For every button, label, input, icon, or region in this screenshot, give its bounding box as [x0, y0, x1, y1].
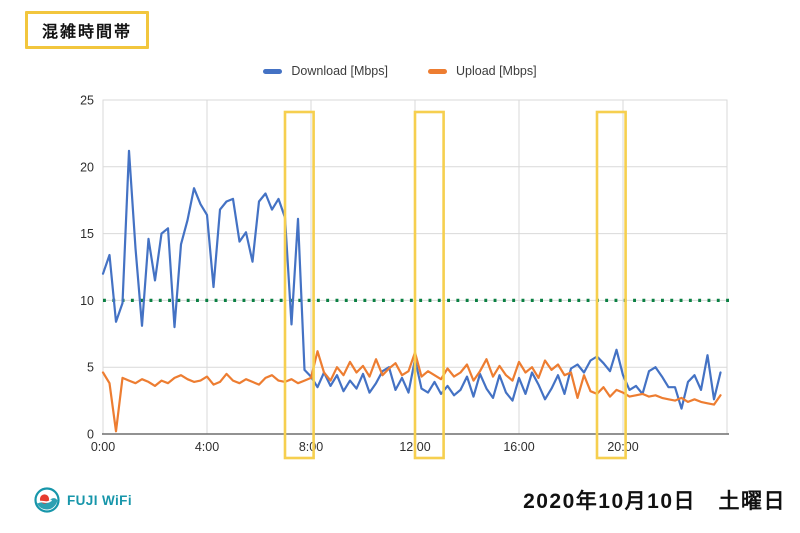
upload-line-marker-icon [427, 68, 447, 74]
x-axis-tick-label: 16:00 [503, 440, 534, 454]
x-axis-tick-label: 0:00 [91, 440, 115, 454]
page-title: 混雑時間帯 [42, 24, 133, 41]
y-axis-tick-label: 5 [87, 361, 94, 375]
fuji-wifi-logo-icon [34, 487, 60, 513]
x-axis-tick-label: 20:00 [607, 440, 638, 454]
legend-label-download: Download [Mbps] [291, 64, 388, 78]
upload-series-line [101, 350, 722, 433]
y-axis-tick-label: 10 [80, 294, 94, 308]
x-axis-tick-label: 4:00 [195, 440, 219, 454]
legend-item-upload: Upload [Mbps] [427, 64, 537, 78]
chart-legend: Download [Mbps] Upload [Mbps] [0, 64, 800, 78]
y-axis-tick-label: 0 [87, 428, 94, 442]
date-label: 2020年10月10日 土曜日 [523, 490, 786, 513]
x-axis-tick-label: 8:00 [299, 440, 323, 454]
congestion-title-box: 混雑時間帯 [25, 11, 150, 49]
download-line-marker-icon [263, 68, 283, 74]
highlight-box-evening-congestion [595, 110, 627, 460]
y-axis-tick-label: 15 [80, 227, 94, 241]
y-axis-tick-label: 25 [80, 94, 94, 108]
highlight-box-morning-congestion [283, 110, 315, 460]
fuji-wifi-logo: FUJI WiFi [34, 487, 132, 513]
legend-label-upload: Upload [Mbps] [455, 64, 537, 78]
legend-item-download: Download [Mbps] [263, 64, 388, 78]
highlight-box-noon-congestion [413, 110, 445, 460]
download-series-line [101, 149, 722, 410]
brand-name: FUJI WiFi [67, 492, 132, 508]
y-axis-tick-label: 20 [80, 160, 94, 174]
